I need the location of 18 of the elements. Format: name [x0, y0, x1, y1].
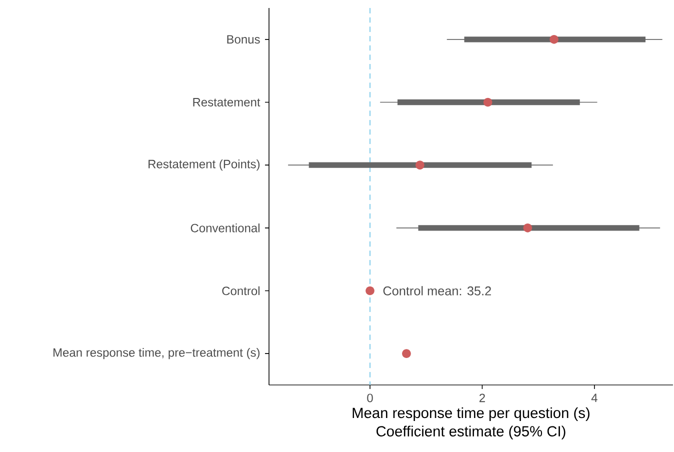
point	[523, 224, 532, 232]
y-tick-label: Restatement (Points)	[148, 159, 260, 171]
y-tick-label: Conventional	[190, 224, 260, 232]
point	[416, 160, 424, 170]
text: Coefficient estimate (95% CI)	[376, 426, 566, 440]
y-tick-label: Bonus	[227, 35, 260, 44]
point	[366, 286, 374, 296]
point	[483, 98, 492, 107]
y-tick-label: Mean response time, pre−treatment (s)	[54, 348, 260, 360]
point	[550, 35, 558, 44]
y-tick-label: Restatement	[193, 98, 260, 106]
annotation: Control mean: 35.2	[383, 286, 491, 296]
point	[402, 349, 411, 358]
x-tick-label: 2	[479, 394, 485, 402]
x-axis-title: Mean response time per question (s)	[352, 407, 590, 422]
y-tick-label: Control	[222, 286, 260, 296]
x-tick-label: 0	[367, 394, 373, 402]
x-tick-label: 4	[591, 394, 598, 402]
